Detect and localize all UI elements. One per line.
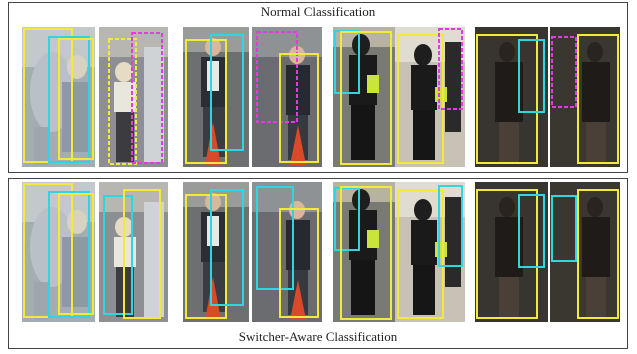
- crop-image: [22, 27, 95, 167]
- switcher-crops-strip: [22, 182, 620, 322]
- crop-image: [333, 27, 395, 167]
- crop-image: [333, 182, 395, 322]
- crop-image: [99, 27, 168, 167]
- pedestrian-crop-svg: [395, 182, 465, 322]
- crop-image: [550, 182, 620, 322]
- normal-classification-caption: Normal Classification: [260, 4, 376, 19]
- crop-image: [252, 182, 322, 322]
- pedestrian-crop-svg: [22, 182, 95, 322]
- crop-image: [22, 182, 95, 322]
- switcher-aware-classification-panel: Switcher-Aware Classification: [8, 178, 628, 349]
- pedestrian-crop-svg: [183, 27, 249, 167]
- switcher-aware-classification-caption: Switcher-Aware Classification: [238, 329, 398, 344]
- pedestrian-crop-svg: [183, 182, 249, 322]
- pedestrian-crop-svg: [475, 182, 548, 322]
- normal-classification-panel: Normal Classification: [8, 2, 628, 173]
- crop-image: [475, 27, 548, 167]
- pedestrian-crop-svg: [550, 182, 620, 322]
- crop-image: [395, 27, 465, 167]
- crop-image: [550, 27, 620, 167]
- crop-image: [395, 182, 465, 322]
- pedestrian-crop-svg: [395, 27, 465, 167]
- normal-crops-strip: [22, 27, 620, 167]
- pedestrian-crop-svg: [22, 27, 95, 167]
- pedestrian-crop-svg: [99, 182, 168, 322]
- crop-image: [252, 27, 322, 167]
- pedestrian-crop-svg: [475, 27, 548, 167]
- crop-image: [183, 182, 249, 322]
- pedestrian-crop-svg: [333, 182, 395, 322]
- pedestrian-crop-svg: [99, 27, 168, 167]
- crop-image: [99, 182, 168, 322]
- pedestrian-crop-svg: [333, 27, 395, 167]
- pedestrian-crop-svg: [252, 182, 322, 322]
- crop-image: [183, 27, 249, 167]
- pedestrian-crop-svg: [550, 27, 620, 167]
- pedestrian-crop-svg: [252, 27, 322, 167]
- crop-image: [475, 182, 548, 322]
